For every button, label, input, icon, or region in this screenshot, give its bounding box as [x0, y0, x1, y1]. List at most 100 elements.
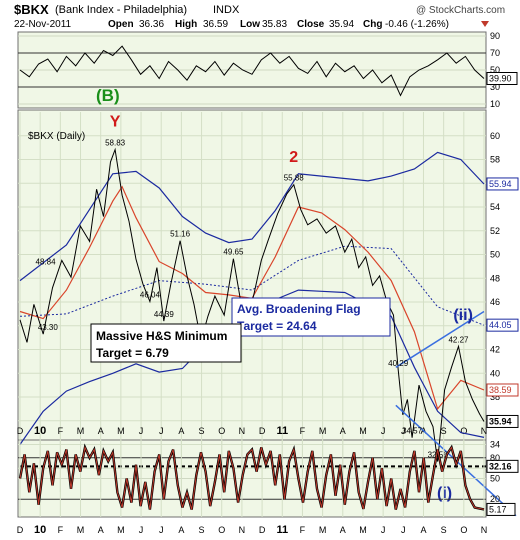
price-annotation-label: 49.65 — [223, 248, 244, 257]
bottom-x-tick-label: J — [159, 525, 164, 535]
quote-close-label: Close — [297, 19, 325, 30]
bottom-x-tick-label: M — [319, 525, 327, 535]
price-y-tick-label: 52 — [490, 226, 500, 236]
side-value-box — [486, 177, 519, 191]
side-value-label: 55.94 — [489, 179, 512, 189]
price-x-tick-label: O — [460, 426, 467, 436]
price-x-tick-label: J — [139, 426, 144, 436]
price-annotation-label: 58.83 — [105, 139, 126, 148]
exchange-label: INDX — [213, 4, 240, 16]
price-annotation-label: 55.88 — [284, 174, 305, 183]
price-x-tick-label: S — [441, 426, 447, 436]
bottom-x-tick-label: 11 — [276, 524, 288, 536]
hs-target-callout-box — [90, 323, 242, 363]
bottom-x-tick-label: A — [98, 525, 104, 535]
price-y-tick-label: 46 — [490, 297, 500, 307]
quote-close: 35.94 — [329, 19, 354, 30]
bottom-x-tick-label: D — [259, 525, 266, 535]
price-annotation-label: 34.57 — [402, 427, 423, 436]
side-value-box — [486, 318, 519, 332]
price-annotation-label: 48.84 — [36, 257, 57, 266]
quote-open: 36.36 — [139, 19, 164, 30]
price-x-tick-label: A — [340, 426, 346, 436]
bottom-x-tick-label: F — [58, 525, 64, 535]
bollinger-upper-line — [19, 151, 485, 282]
quote-high-label: High — [175, 19, 197, 30]
wave-label: 2 — [289, 149, 298, 166]
side-value-box — [486, 459, 519, 473]
index-name: (Bank Index - Philadelphia) — [55, 4, 187, 16]
top-y-tick-label: 90 — [490, 31, 500, 41]
bottom-x-tick-label: O — [218, 525, 225, 535]
bottom-indicator-layer: 80 50 20 D 10 F M A M J J A S O N D 11 F M A M J J A S O N 5.17 — [17, 440, 516, 536]
wave-label: (ii) — [453, 307, 473, 324]
price-y-tick-label: 48 — [490, 273, 500, 283]
top-last-value-box — [486, 72, 518, 85]
bottom-x-tick-label: N — [481, 525, 488, 535]
quote-chg-label: Chg — [363, 19, 382, 30]
price-annotation-label: 40.29 — [388, 359, 409, 368]
broadening-flag-callout: Avg. Broadening Flag Target = 24.64 — [231, 297, 391, 337]
long-moving-average-line — [19, 245, 485, 326]
top-indicator-line — [19, 45, 485, 97]
wave-label: (i) — [437, 485, 452, 502]
price-x-tick-label: D — [17, 426, 24, 436]
price-x-tick-label: J — [159, 426, 164, 436]
price-y-tick-label: 60 — [490, 131, 500, 141]
bottom-x-tick-label: S — [441, 525, 447, 535]
price-annotation-label: 44.39 — [154, 310, 175, 319]
price-x-tick-label: 11 — [276, 425, 288, 437]
price-x-tick-label: 10 — [34, 425, 46, 437]
wave-label-b: (B) — [96, 86, 120, 105]
price-x-tick-label: S — [199, 426, 205, 436]
price-y-tick-label: 54 — [490, 202, 500, 212]
down-arrow-icon — [481, 21, 489, 27]
quote-chg: -0.46 (-1.26%) — [385, 19, 449, 30]
price-x-tick-label: M — [77, 426, 85, 436]
broadening-flag-line1: Avg. Broadening Flag — [237, 302, 361, 316]
price-x-tick-label: D — [259, 426, 266, 436]
hs-target-callout: Massive H&S Minimum Target = 6.79 — [90, 323, 242, 363]
bottom-y-tick-label: 20 — [490, 494, 500, 504]
quote-low-label: Low — [240, 19, 260, 30]
bottom-x-tick-label: A — [420, 525, 426, 535]
quote-low: 35.83 — [262, 19, 287, 30]
price-y-tick-label: 38 — [490, 392, 500, 402]
bottom-x-tick-label: J — [401, 525, 406, 535]
price-y-tick-label: 34 — [490, 440, 500, 450]
price-annotation-label: 46.04 — [140, 291, 161, 300]
top-y-tick-label: 50 — [490, 65, 500, 75]
bottom-x-tick-label: O — [460, 525, 467, 535]
price-x-tick-label: F — [300, 426, 306, 436]
price-x-tick-label: J — [381, 426, 386, 436]
wave-label: Y — [110, 113, 121, 130]
bottom-x-tick-label: M — [117, 525, 125, 535]
price-x-tick-label: M — [117, 426, 125, 436]
bottom-y-tick-label: 50 — [490, 474, 500, 484]
broadening-flag-callout-box — [231, 297, 391, 337]
price-annotation-label: 42.27 — [448, 335, 469, 344]
broadening-upper-trendline — [395, 310, 485, 368]
top-y-tick-label: 70 — [490, 48, 500, 58]
bottom-x-tick-label: M — [359, 525, 367, 535]
hs-target-line2: Target = 6.79 — [96, 346, 169, 360]
price-panel-title: $BKX (Daily) — [28, 131, 85, 142]
broadening-flag-line2: Target = 24.64 — [237, 319, 317, 333]
top-last-value-label: 39.90 — [489, 74, 512, 84]
top-y-tick-label: 10 — [490, 99, 500, 109]
hs-target-line1: Massive H&S Minimum — [96, 329, 227, 343]
side-value-label: 44.05 — [489, 320, 512, 330]
top-indicator-layer: 90 70 50 30 10 39.90 — [18, 31, 518, 109]
price-x-tick-label: A — [98, 426, 104, 436]
bottom-x-tick-label: A — [178, 525, 184, 535]
price-annotation-label: 43.30 — [38, 323, 59, 332]
price-x-tick-label: O — [218, 426, 225, 436]
bottom-x-tick-label: M — [77, 525, 85, 535]
bottom-x-tick-label: 10 — [34, 524, 46, 536]
bottom-x-tick-label: D — [17, 525, 24, 535]
top-y-tick-label: 30 — [490, 82, 500, 92]
bottom-last-value-box — [486, 502, 516, 516]
date-label: 22-Nov-2011 — [14, 19, 72, 30]
